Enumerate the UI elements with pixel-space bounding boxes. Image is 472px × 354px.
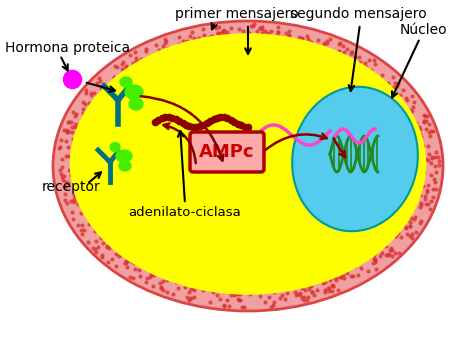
Ellipse shape	[129, 98, 143, 110]
Text: Hormona proteica: Hormona proteica	[5, 41, 130, 55]
Ellipse shape	[70, 34, 425, 294]
Ellipse shape	[53, 21, 443, 311]
Text: receptor: receptor	[42, 180, 101, 194]
Ellipse shape	[120, 77, 132, 87]
Ellipse shape	[116, 150, 132, 162]
Text: adenilato-ciclasa: adenilato-ciclasa	[128, 206, 241, 219]
Text: primer mensajero: primer mensajero	[175, 7, 299, 21]
Ellipse shape	[125, 85, 143, 99]
Ellipse shape	[119, 161, 131, 171]
FancyBboxPatch shape	[190, 132, 264, 172]
Text: Núcleo: Núcleo	[400, 23, 447, 37]
Ellipse shape	[292, 87, 418, 231]
Ellipse shape	[110, 143, 120, 152]
Text: segundo mensajero: segundo mensajero	[290, 7, 427, 21]
Text: AMPc: AMPc	[199, 143, 255, 161]
